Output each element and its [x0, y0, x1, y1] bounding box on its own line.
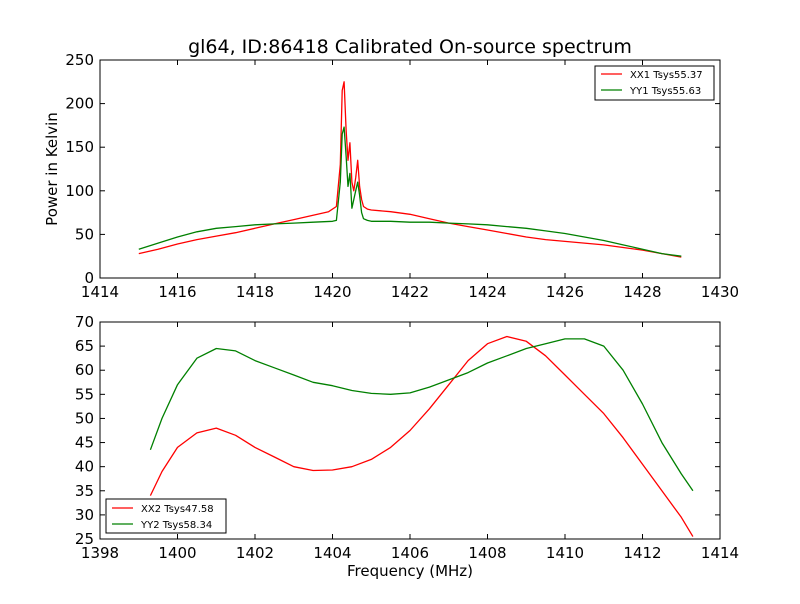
top-ytick-label: 50 — [75, 225, 94, 243]
bottom-ytick-label: 70 — [75, 313, 94, 331]
top-xtick-label: 1422 — [391, 283, 429, 301]
bottom-legend: XX2 Tsys47.58 YY2 Tsys58.34 — [105, 498, 227, 534]
bottom-ytick-label: 35 — [75, 482, 94, 500]
bottom-xlabel: Frequency (MHz) — [347, 562, 473, 580]
bottom-xtick-label: 1406 — [391, 544, 429, 562]
bottom-xtick-label: 1410 — [546, 544, 584, 562]
bottom-ytick-label: 50 — [75, 409, 94, 427]
top-ytick-label: 150 — [65, 138, 94, 156]
top-ytick-label: 100 — [65, 182, 94, 200]
top-subplot: 1414 1416 1418 1420 1422 1424 1426 1428 1430 0 50 1… — [43, 51, 739, 301]
top-xtick-label: 1420 — [313, 283, 351, 301]
figure-title: gl64, ID:86418 Calibrated On-source spec… — [188, 36, 632, 58]
bottom-xtick-label: 1414 — [701, 544, 739, 562]
top-series-layer — [138, 81, 682, 258]
bottom-legend-label-yy2: YY2 Tsys58.34 — [140, 520, 212, 531]
bottom-legend-box — [105, 498, 227, 534]
top-legend-box — [594, 65, 715, 101]
top-ytick-label: 0 — [84, 269, 94, 287]
bottom-xtick-label: 1412 — [623, 544, 661, 562]
top-ytick-label: 250 — [65, 51, 94, 69]
bottom-ytick-label: 45 — [75, 434, 94, 452]
top-xtick-label: 1414 — [81, 283, 119, 301]
bottom-ytick-label: 30 — [75, 506, 94, 524]
bottom-ytick-label: 55 — [75, 385, 94, 403]
bottom-series-layer — [149, 335, 694, 537]
top-xtick-label: 1424 — [468, 283, 506, 301]
bottom-ticks: 1398 1400 1402 1404 1406 1408 1410 1412 1414 25 30… — [75, 313, 739, 562]
bottom-xtick-label: 1402 — [236, 544, 274, 562]
top-xtick-label: 1428 — [623, 283, 661, 301]
top-xtick-label: 1430 — [701, 283, 739, 301]
top-xtick-label: 1416 — [158, 283, 196, 301]
top-ytick-label: 200 — [65, 95, 94, 113]
bottom-xtick-label: 1408 — [468, 544, 506, 562]
top-ylabel: Power in Kelvin — [43, 112, 61, 226]
top-series-line-0 — [138, 81, 682, 258]
bottom-series-line-1 — [149, 338, 694, 492]
bottom-xtick-label: 1398 — [81, 544, 119, 562]
bottom-ytick-label: 40 — [75, 458, 94, 476]
top-xtick-label: 1426 — [546, 283, 584, 301]
bottom-xtick-label: 1404 — [313, 544, 351, 562]
top-series-line-1 — [138, 126, 682, 257]
bottom-ytick-label: 60 — [75, 361, 94, 379]
top-ticks: 1414 1416 1418 1420 1422 1424 1426 1428 1430 0 50 1… — [65, 51, 739, 301]
top-legend: XX1 Tsys55.37 YY1 Tsys55.63 — [594, 65, 715, 101]
bottom-subplot: 1398 1400 1402 1404 1406 1408 1410 1412 1414 25 30… — [75, 313, 739, 580]
top-legend-label-yy1: YY1 Tsys55.63 — [629, 86, 701, 97]
bottom-ytick-label: 25 — [75, 530, 94, 548]
bottom-xtick-label: 1400 — [158, 544, 196, 562]
bottom-series-line-0 — [149, 335, 694, 537]
bottom-legend-label-xx2: XX2 Tsys47.58 — [141, 504, 214, 515]
bottom-ytick-label: 65 — [75, 337, 94, 355]
top-legend-label-xx1: XX1 Tsys55.37 — [630, 70, 703, 81]
top-xtick-label: 1418 — [236, 283, 274, 301]
